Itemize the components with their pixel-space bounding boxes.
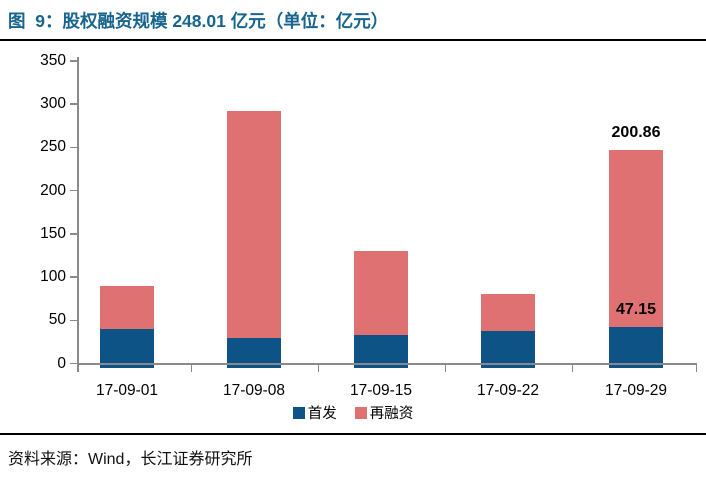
- bar-segment-first-issue: [354, 334, 408, 368]
- x-axis-tick: [77, 363, 79, 372]
- source-text: 资料来源：Wind，长江证券研究所: [8, 451, 253, 468]
- x-axis-label: 17-09-01: [95, 382, 159, 399]
- title-divider: [0, 39, 706, 41]
- bar-segment-first-issue: [609, 326, 663, 368]
- bar-segment-refinance: [227, 111, 281, 338]
- x-axis-tick: [695, 363, 698, 372]
- y-axis-tick: [70, 276, 77, 278]
- x-axis-label: 17-09-22: [476, 382, 540, 399]
- x-axis-label: 17-09-29: [604, 382, 668, 399]
- bar-segment-refinance: [481, 293, 535, 331]
- y-axis-label: 50: [48, 311, 66, 329]
- x-axis-tick: [444, 363, 447, 372]
- legend-label: 首发: [307, 406, 337, 422]
- y-axis-label: 350: [40, 52, 66, 69]
- y-axis-line: [77, 57, 79, 366]
- y-axis-tick: [70, 146, 77, 149]
- x-axis-line: [77, 362, 697, 365]
- x-axis-label: 17-09-15: [349, 382, 413, 399]
- y-axis-label: 200: [40, 181, 66, 199]
- y-axis-tick: [70, 60, 77, 62]
- y-axis-label: 150: [40, 224, 66, 242]
- bar-segment-refinance: [354, 250, 408, 335]
- legend-item: 首发: [292, 402, 337, 423]
- bar-segment-refinance: [609, 150, 663, 327]
- y-axis-label: 0: [57, 354, 66, 372]
- bar-segment-first-issue: [481, 330, 535, 368]
- legend-swatch-icon: [354, 406, 367, 419]
- legend-label: 再融资: [369, 406, 414, 422]
- y-axis-tick: [70, 103, 77, 106]
- y-axis-tick: [70, 189, 77, 192]
- legend: 首发 再融资: [0, 402, 706, 423]
- bar-segment-refinance: [100, 285, 154, 329]
- y-axis-label: 100: [40, 268, 66, 286]
- y-axis-label: 250: [40, 138, 66, 156]
- legend-swatch-icon: [292, 406, 305, 419]
- footer-divider: [0, 433, 706, 435]
- bar-data-label: 200.86: [611, 124, 661, 142]
- bar-data-label: 47.15: [615, 300, 657, 318]
- legend-item: 再融资: [354, 402, 414, 423]
- x-axis-label: 17-09-08: [222, 382, 286, 399]
- y-axis-label: 300: [40, 95, 66, 113]
- y-axis-tick: [70, 319, 77, 322]
- x-axis-tick: [571, 363, 574, 372]
- y-axis-tick: [70, 362, 77, 365]
- bar-segment-first-issue: [100, 328, 154, 368]
- x-axis-tick: [317, 363, 320, 372]
- x-axis-tick: [190, 363, 193, 372]
- figure-title: 图 9：股权融资规模 248.01 亿元（单位：亿元）: [8, 11, 389, 31]
- y-axis-tick: [70, 233, 77, 235]
